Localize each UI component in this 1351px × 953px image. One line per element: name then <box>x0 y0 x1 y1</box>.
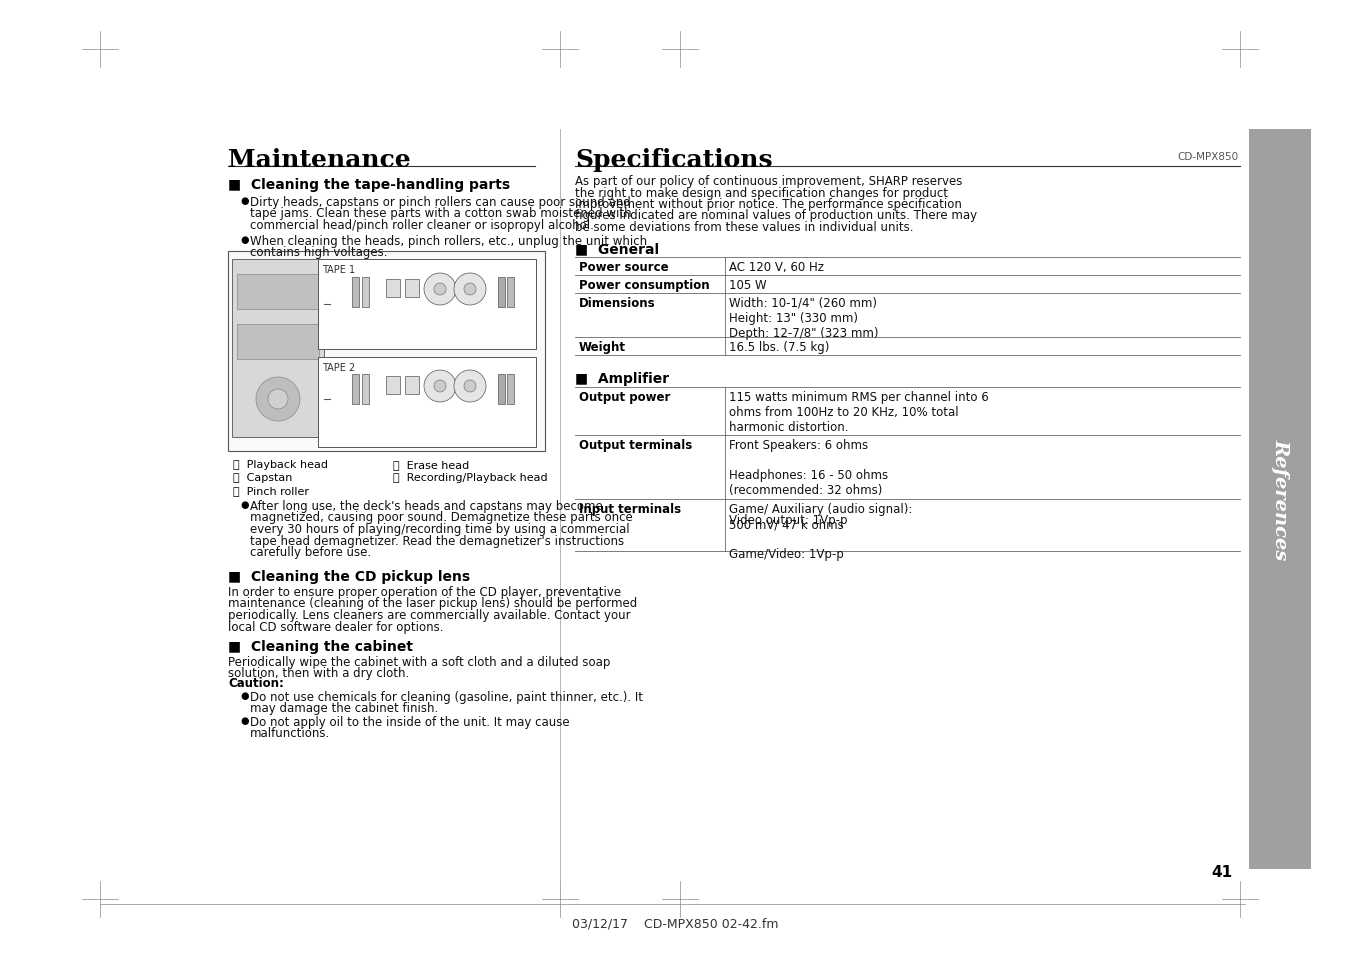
Text: TAPE 1: TAPE 1 <box>322 265 355 274</box>
Circle shape <box>424 371 457 402</box>
Text: When cleaning the heads, pinch rollers, etc., unplug the unit which: When cleaning the heads, pinch rollers, … <box>250 234 647 247</box>
Text: Power source: Power source <box>580 261 669 274</box>
Text: ■  Cleaning the cabinet: ■ Cleaning the cabinet <box>228 639 413 654</box>
Bar <box>362 277 369 308</box>
Text: Caution:: Caution: <box>228 677 284 689</box>
Text: may damage the cabinet finish.: may damage the cabinet finish. <box>250 701 438 715</box>
Bar <box>507 375 513 405</box>
Text: commercial head/pinch roller cleaner or isopropyl alcohol.: commercial head/pinch roller cleaner or … <box>250 219 594 232</box>
Circle shape <box>255 377 300 421</box>
Text: malfunctions.: malfunctions. <box>250 727 330 740</box>
Circle shape <box>454 274 486 306</box>
Circle shape <box>267 390 288 410</box>
Text: Do not apply oil to the inside of the unit. It may cause: Do not apply oil to the inside of the un… <box>250 716 570 728</box>
Bar <box>232 260 324 437</box>
Bar <box>499 277 505 308</box>
Circle shape <box>424 274 457 306</box>
Text: Do not use chemicals for cleaning (gasoline, paint thinner, etc.). It: Do not use chemicals for cleaning (gasol… <box>250 690 643 703</box>
Text: maintenance (cleaning of the laser pickup lens) should be performed: maintenance (cleaning of the laser picku… <box>228 597 638 610</box>
Circle shape <box>434 380 446 393</box>
Bar <box>236 274 319 310</box>
Text: tape head demagnetizer. Read the demagnetizer's instructions: tape head demagnetizer. Read the demagne… <box>250 534 624 547</box>
Bar <box>1250 130 1310 869</box>
Text: solution, then with a dry cloth.: solution, then with a dry cloth. <box>228 667 409 679</box>
Text: In order to ensure proper operation of the CD player, preventative: In order to ensure proper operation of t… <box>228 585 621 598</box>
Text: ■  Amplifier: ■ Amplifier <box>576 372 669 386</box>
Text: Ⓒ  Pinch roller: Ⓒ Pinch roller <box>232 485 309 496</box>
Text: 03/12/17    CD-MPX850 02-42.fm: 03/12/17 CD-MPX850 02-42.fm <box>571 917 778 930</box>
Text: After long use, the deck's heads and capstans may become: After long use, the deck's heads and cap… <box>250 499 603 513</box>
Text: Periodically wipe the cabinet with a soft cloth and a diluted soap: Periodically wipe the cabinet with a sof… <box>228 656 611 668</box>
Text: figures indicated are nominal values of production units. There may: figures indicated are nominal values of … <box>576 210 977 222</box>
Text: Ⓐ  Playback head: Ⓐ Playback head <box>232 459 328 470</box>
Text: 115 watts minimum RMS per channel into 6
ohms from 100Hz to 20 KHz, 10% total
ha: 115 watts minimum RMS per channel into 6… <box>730 391 989 434</box>
Text: Game/ Auxiliary (audio signal):
500 mV/ 47 k ohms

Game/Video: 1Vp-p: Game/ Auxiliary (audio signal): 500 mV/ … <box>730 502 912 560</box>
Circle shape <box>454 371 486 402</box>
Text: Maintenance: Maintenance <box>228 148 411 172</box>
Bar <box>386 280 400 297</box>
Bar <box>405 376 419 395</box>
Text: Input terminals: Input terminals <box>580 502 681 516</box>
Text: 41: 41 <box>1210 864 1232 879</box>
Text: ●: ● <box>240 716 249 725</box>
Text: local CD software dealer for options.: local CD software dealer for options. <box>228 619 443 633</box>
Circle shape <box>463 284 476 295</box>
Text: magnetized, causing poor sound. Demagnetize these parts once: magnetized, causing poor sound. Demagnet… <box>250 511 632 524</box>
Text: Dirty heads, capstans or pinch rollers can cause poor sound and: Dirty heads, capstans or pinch rollers c… <box>250 195 631 209</box>
Circle shape <box>463 380 476 393</box>
Bar <box>405 280 419 297</box>
Text: ■  Cleaning the tape-handling parts: ■ Cleaning the tape-handling parts <box>228 178 511 192</box>
Text: be some deviations from these values in individual units.: be some deviations from these values in … <box>576 221 913 233</box>
Text: Output terminals: Output terminals <box>580 438 692 452</box>
Bar <box>353 375 359 405</box>
Bar <box>362 375 369 405</box>
Text: Front Speakers: 6 ohms

Headphones: 16 - 50 ohms
(recommended: 32 ohms)

Video o: Front Speakers: 6 ohms Headphones: 16 - … <box>730 438 888 526</box>
Text: Specifications: Specifications <box>576 148 773 172</box>
Text: ■  Cleaning the CD pickup lens: ■ Cleaning the CD pickup lens <box>228 569 470 583</box>
Bar <box>317 260 536 350</box>
Bar <box>228 252 544 452</box>
Text: contains high voltages.: contains high voltages. <box>250 246 388 258</box>
Text: Output power: Output power <box>580 391 670 403</box>
Text: ⓔ  Recording/Playback head: ⓔ Recording/Playback head <box>393 473 547 482</box>
Text: TAPE 2: TAPE 2 <box>322 363 355 373</box>
Text: tape jams. Clean these parts with a cotton swab moistened with: tape jams. Clean these parts with a cott… <box>250 208 632 220</box>
Text: carefully before use.: carefully before use. <box>250 545 372 558</box>
Text: As part of our policy of continuous improvement, SHARP reserves: As part of our policy of continuous impr… <box>576 174 962 188</box>
Text: 105 W: 105 W <box>730 278 766 292</box>
Text: ●: ● <box>240 234 249 244</box>
Bar <box>386 376 400 395</box>
Text: Dimensions: Dimensions <box>580 296 655 310</box>
Text: AC 120 V, 60 Hz: AC 120 V, 60 Hz <box>730 261 824 274</box>
Bar <box>353 277 359 308</box>
Text: improvement without prior notice. The performance specification: improvement without prior notice. The pe… <box>576 198 962 211</box>
Text: ●: ● <box>240 195 249 206</box>
Text: ●: ● <box>240 499 249 510</box>
Text: CD-MPX850: CD-MPX850 <box>1177 152 1238 162</box>
Bar <box>317 357 536 448</box>
Bar <box>499 375 505 405</box>
Circle shape <box>434 284 446 295</box>
Bar <box>507 277 513 308</box>
Text: ●: ● <box>240 690 249 700</box>
Bar <box>236 325 319 359</box>
Text: Weight: Weight <box>580 340 626 354</box>
Text: ⓓ  Erase head: ⓓ Erase head <box>393 459 469 470</box>
Text: References: References <box>1271 438 1289 560</box>
Text: Power consumption: Power consumption <box>580 278 709 292</box>
Text: Ⓑ  Capstan: Ⓑ Capstan <box>232 473 292 482</box>
Text: Width: 10-1/4" (260 mm)
Height: 13" (330 mm)
Depth: 12-7/8" (323 mm): Width: 10-1/4" (260 mm) Height: 13" (330… <box>730 296 878 339</box>
Text: the right to make design and specification changes for product: the right to make design and specificati… <box>576 186 948 199</box>
Text: every 30 hours of playing/recording time by using a commercial: every 30 hours of playing/recording time… <box>250 522 630 536</box>
Text: periodically. Lens cleaners are commercially available. Contact your: periodically. Lens cleaners are commerci… <box>228 608 631 621</box>
Text: ■  General: ■ General <box>576 242 659 255</box>
Text: 16.5 lbs. (7.5 kg): 16.5 lbs. (7.5 kg) <box>730 340 830 354</box>
